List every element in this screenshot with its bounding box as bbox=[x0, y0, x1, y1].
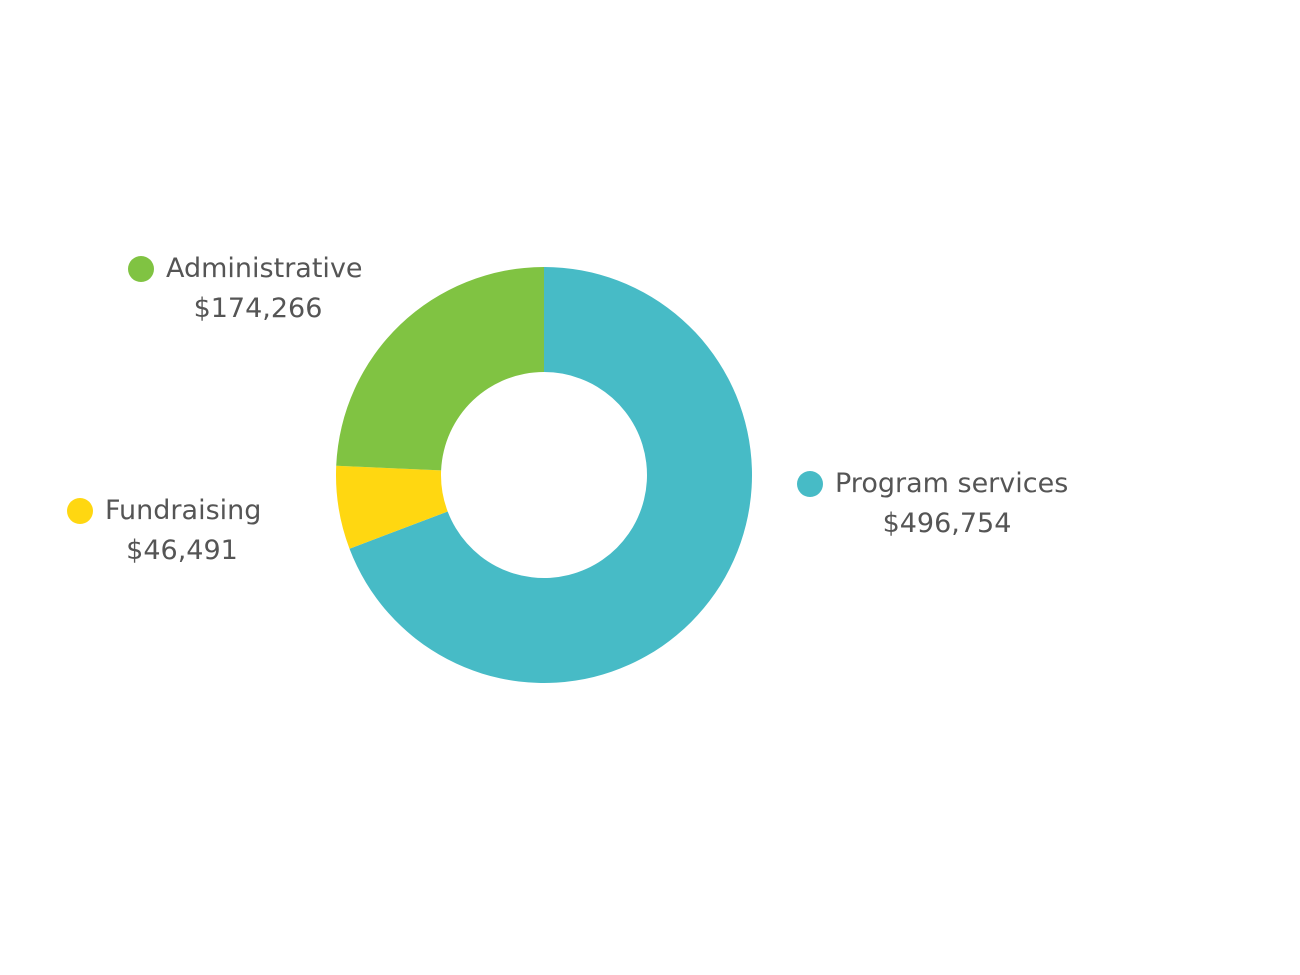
fundraising-value: $46,491 bbox=[126, 535, 238, 566]
administrative-color-dot bbox=[128, 256, 154, 282]
fundraising-color-dot bbox=[67, 498, 93, 524]
donut-slice-fund bbox=[335, 465, 448, 549]
administrative-label: Administrative bbox=[166, 253, 363, 284]
fundraising-label: Fundraising bbox=[105, 495, 262, 526]
donut-slices bbox=[335, 267, 753, 683]
donut-slice-prog bbox=[349, 267, 753, 683]
program-services-value: $496,754 bbox=[882, 508, 1012, 539]
legend-item-administrative: Administrative $174,266 bbox=[128, 249, 368, 329]
administrative-value: $174,266 bbox=[193, 293, 323, 324]
legend-item-program-services: Program services $496,754 bbox=[797, 464, 1077, 544]
program-services-label: Program services bbox=[835, 468, 1069, 499]
donut-slice-admin bbox=[336, 267, 544, 471]
legend-item-fundraising: Fundraising $46,491 bbox=[67, 491, 277, 571]
program-services-color-dot bbox=[797, 471, 823, 497]
